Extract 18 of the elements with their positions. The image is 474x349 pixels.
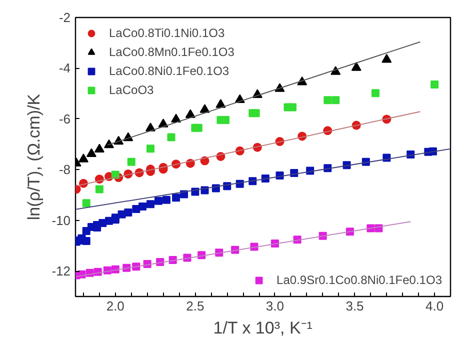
y-axis-title: ln(ρ/T), (Ω.cm)/K [24, 93, 44, 220]
x-tick-label: 3.5 [346, 298, 364, 314]
x-tick-label: 2.0 [106, 298, 124, 314]
y-tick-label: -2 [58, 10, 71, 25]
x-axis-title: 1/T x 10³, K⁻¹ [213, 318, 313, 338]
x-tick-label: 4.0 [426, 298, 444, 314]
legend-label: LaCo0.8Ti0.1Ni0.1O3 [109, 25, 225, 41]
y-tick-label: -6 [58, 111, 71, 126]
x-tick-label: 2.5 [186, 298, 204, 314]
y-tick-label: -8 [58, 162, 71, 178]
y-tick-label: -12 [52, 264, 71, 279]
legend-label: La0.9Sr0.1Co0.8Ni0.1Fe0.1O3 [276, 272, 442, 288]
x-tick-label: 3.0 [266, 298, 284, 314]
y-tick-label: -10 [52, 212, 71, 228]
y-tick-label: -4 [58, 60, 71, 76]
legend-label: LaCo0.8Ni0.1Fe0.1O3 [109, 63, 230, 79]
legend-label: LaCoO3 [109, 82, 154, 98]
legend-label: LaCo0.8Mn0.1Fe0.1O3 [109, 44, 234, 60]
